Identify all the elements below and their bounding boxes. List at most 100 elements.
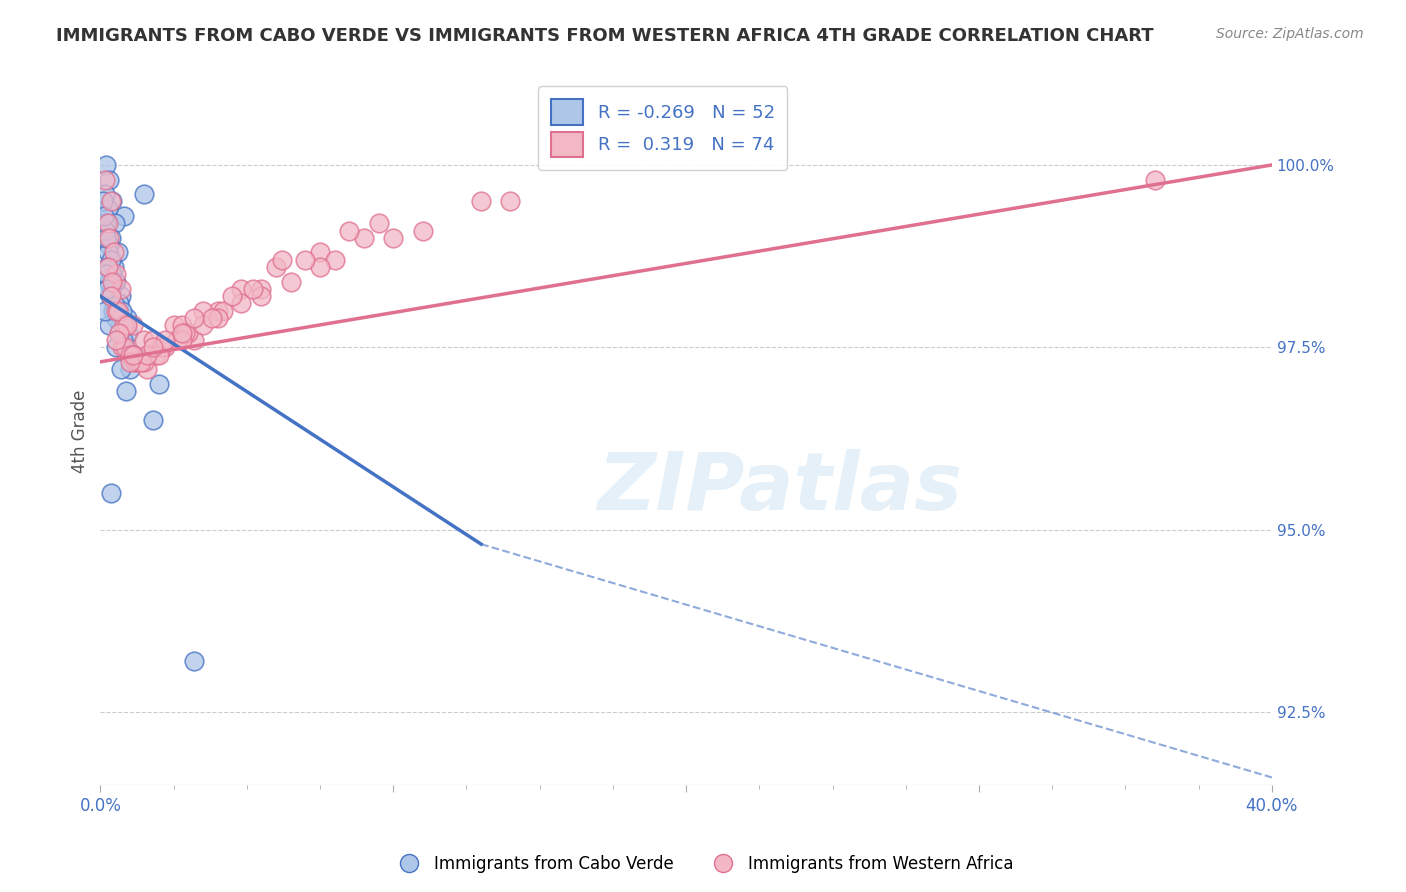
Point	[112, 333, 135, 347]
Point	[105, 268, 128, 282]
Point	[97, 275, 120, 289]
Point	[103, 296, 125, 310]
Point	[114, 340, 136, 354]
Point	[100, 289, 122, 303]
Point	[131, 355, 153, 369]
Point	[91, 194, 114, 209]
Point	[100, 231, 122, 245]
Point	[100, 282, 122, 296]
Point	[96, 282, 118, 296]
Point	[172, 333, 194, 347]
Point	[103, 245, 125, 260]
Point	[105, 275, 128, 289]
Point	[499, 194, 522, 209]
Point	[294, 252, 316, 267]
Point	[136, 347, 159, 361]
Point	[115, 311, 138, 326]
Point	[121, 347, 143, 361]
Point	[470, 194, 492, 209]
Point	[105, 311, 128, 326]
Point	[121, 347, 143, 361]
Point	[97, 245, 120, 260]
Point	[101, 194, 124, 209]
Point	[111, 303, 134, 318]
Point	[110, 289, 132, 303]
Point	[174, 326, 197, 340]
Point	[280, 275, 302, 289]
Y-axis label: 4th Grade: 4th Grade	[72, 390, 89, 473]
Point	[96, 260, 118, 274]
Point	[100, 486, 122, 500]
Point	[207, 303, 229, 318]
Point	[93, 223, 115, 237]
Point	[134, 333, 156, 347]
Point	[382, 231, 405, 245]
Point	[212, 303, 235, 318]
Point	[177, 326, 200, 340]
Point	[104, 340, 127, 354]
Point	[162, 318, 184, 333]
Point	[124, 347, 146, 361]
Point	[104, 275, 127, 289]
Point	[207, 311, 229, 326]
Point	[96, 158, 118, 172]
Point	[134, 355, 156, 369]
Point	[107, 303, 129, 318]
Point	[153, 333, 176, 347]
Text: Source: ZipAtlas.com: Source: ZipAtlas.com	[1216, 27, 1364, 41]
Point	[148, 347, 170, 361]
Point	[101, 303, 124, 318]
Point	[145, 347, 167, 361]
Point	[110, 318, 132, 333]
Point	[134, 187, 156, 202]
Point	[1143, 172, 1166, 186]
Point	[101, 275, 124, 289]
Point	[191, 303, 214, 318]
Point	[172, 326, 194, 340]
Point	[93, 172, 115, 186]
Point	[98, 318, 121, 333]
Point	[101, 268, 124, 282]
Point	[183, 654, 205, 668]
Point	[93, 209, 115, 223]
Point	[97, 202, 120, 216]
Point	[150, 340, 173, 354]
Point	[118, 355, 141, 369]
Point	[118, 362, 141, 376]
Point	[309, 260, 332, 274]
Legend: Immigrants from Cabo Verde, Immigrants from Western Africa: Immigrants from Cabo Verde, Immigrants f…	[385, 848, 1021, 880]
Point	[124, 355, 146, 369]
Point	[142, 340, 165, 354]
Point	[105, 303, 128, 318]
Point	[309, 245, 332, 260]
Text: IMMIGRANTS FROM CABO VERDE VS IMMIGRANTS FROM WESTERN AFRICA 4TH GRADE CORRELATI: IMMIGRANTS FROM CABO VERDE VS IMMIGRANTS…	[56, 27, 1154, 45]
Point	[142, 333, 165, 347]
Point	[153, 340, 176, 354]
Point	[183, 311, 205, 326]
Point	[110, 282, 132, 296]
Point	[100, 194, 122, 209]
Point	[337, 223, 360, 237]
Point	[94, 268, 117, 282]
Text: ZIPatlas: ZIPatlas	[598, 449, 962, 526]
Point	[107, 326, 129, 340]
Point	[93, 187, 115, 202]
Point	[323, 252, 346, 267]
Point	[191, 318, 214, 333]
Point	[148, 376, 170, 391]
Point	[250, 282, 273, 296]
Point	[115, 384, 138, 398]
Point	[115, 318, 138, 333]
Point	[136, 362, 159, 376]
Point	[172, 318, 194, 333]
Point	[127, 355, 149, 369]
Point	[104, 216, 127, 230]
Point	[166, 333, 188, 347]
Point	[108, 326, 131, 340]
Point	[96, 216, 118, 230]
Legend: R = -0.269   N = 52, R =  0.319   N = 74: R = -0.269 N = 52, R = 0.319 N = 74	[538, 87, 787, 170]
Point	[117, 326, 139, 340]
Point	[103, 260, 125, 274]
Point	[353, 231, 375, 245]
Point	[121, 318, 143, 333]
